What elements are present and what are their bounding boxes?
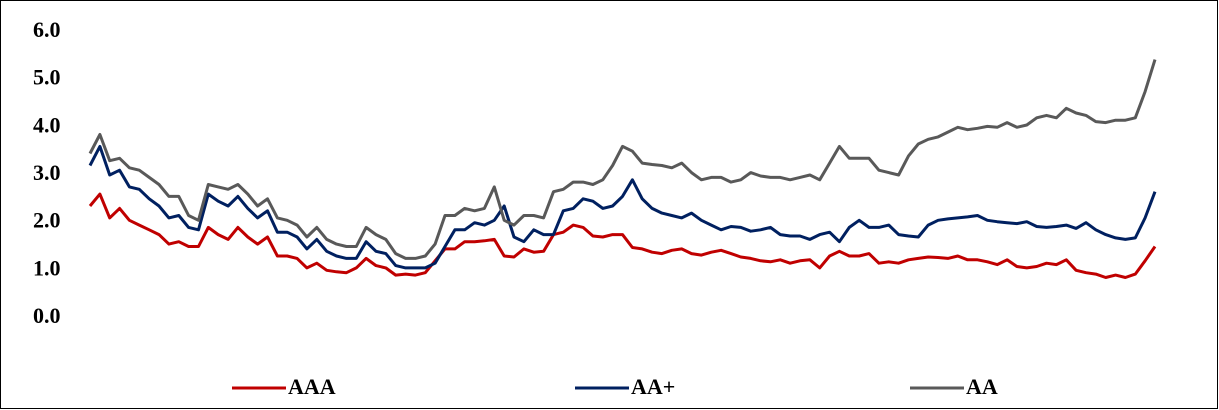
line-series — [88, 59, 1157, 260]
y-tick-label: 4.0 — [33, 112, 61, 137]
y-tick-label: 1.0 — [33, 255, 61, 280]
y-tick-label: 5.0 — [33, 65, 61, 90]
y-tick-label: 3.0 — [33, 160, 61, 185]
y-tick-label: 2.0 — [33, 208, 61, 233]
y-tick-label: 6.0 — [33, 17, 61, 42]
legend-label: AA — [966, 374, 998, 399]
line-series — [88, 144, 1157, 270]
legend-label: AA+ — [631, 374, 675, 399]
y-tick-label: 0.0 — [33, 303, 61, 328]
line-series — [88, 192, 1157, 279]
legend-label: AAA — [288, 374, 336, 399]
